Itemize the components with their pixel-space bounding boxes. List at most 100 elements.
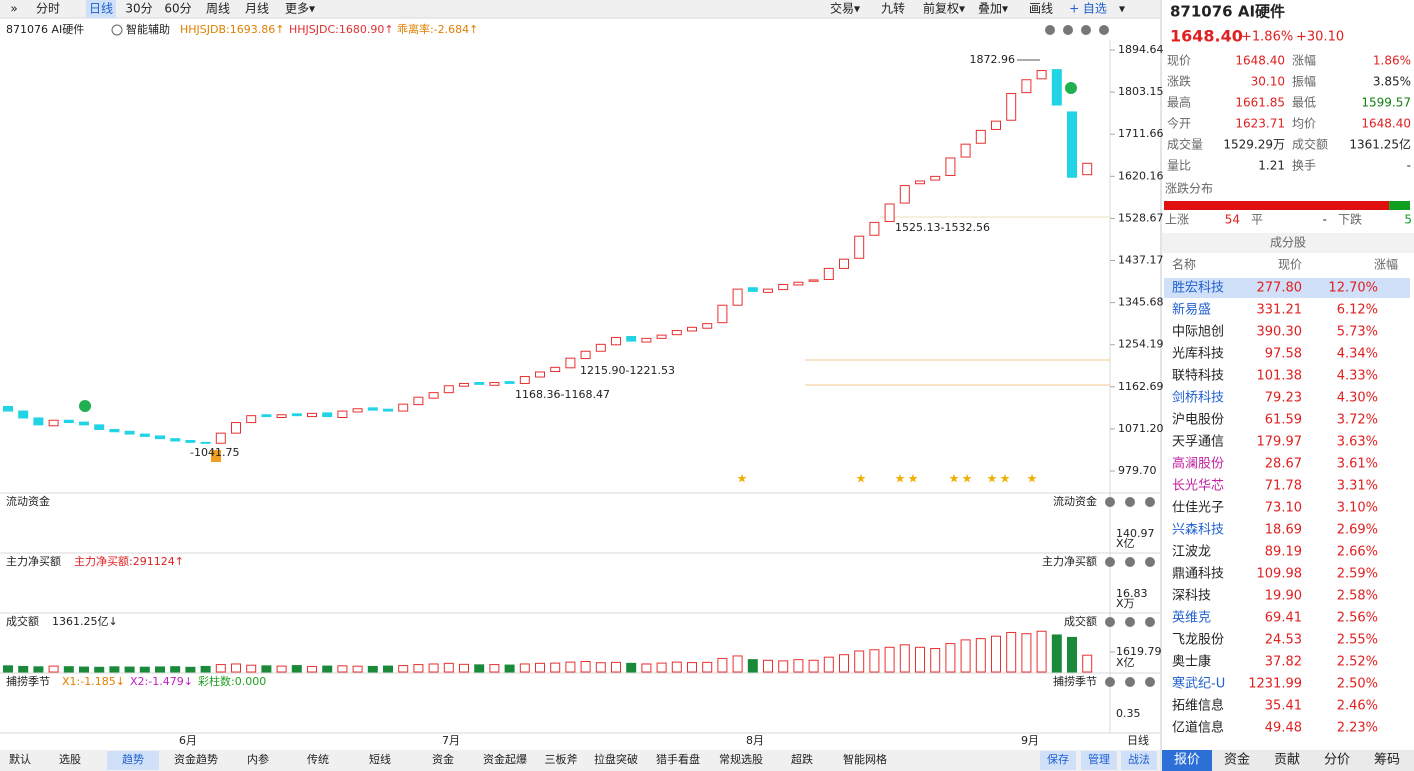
- toolbar-button[interactable]: 交易▾: [830, 1, 860, 16]
- panel-tab[interactable]: 分价: [1324, 753, 1350, 768]
- chart-control[interactable]: [1081, 25, 1091, 35]
- bottom-tab[interactable]: 战法: [1128, 752, 1150, 766]
- stock-name[interactable]: 兴森科技: [1172, 523, 1224, 538]
- bottom-tab[interactable]: 内参: [247, 752, 269, 766]
- panel-control[interactable]: [1145, 497, 1155, 507]
- stock-name[interactable]: 亿道信息: [1172, 720, 1224, 736]
- stock-name[interactable]: 中际旭创: [1172, 325, 1224, 340]
- toolbar-button[interactable]: 周线: [206, 2, 230, 16]
- candle: [930, 175, 941, 181]
- bottom-tab[interactable]: 保存: [1047, 752, 1069, 766]
- chart-control[interactable]: [1099, 25, 1109, 35]
- chart-control[interactable]: [1045, 25, 1055, 35]
- stock-name[interactable]: 联特科技: [1172, 369, 1224, 384]
- stock-name[interactable]: 寒武纪-U: [1172, 676, 1225, 692]
- star: ★: [1000, 472, 1011, 486]
- bottom-tab[interactable]: 趋势: [122, 753, 144, 766]
- candle: [839, 258, 849, 269]
- candle: [671, 330, 682, 336]
- bottom-tab[interactable]: 短线: [369, 752, 391, 766]
- panel-tab[interactable]: 贡献: [1274, 753, 1300, 768]
- bottom-tab[interactable]: 三板斧: [545, 752, 578, 766]
- bottom-tab[interactable]: 管理: [1088, 752, 1110, 766]
- stock-name[interactable]: 飞龙股份: [1172, 633, 1224, 648]
- bottom-tab[interactable]: 选股: [59, 753, 81, 766]
- panel-control[interactable]: [1125, 557, 1135, 567]
- toolbar-button[interactable]: 前复权▾: [923, 1, 965, 16]
- panel-control[interactable]: [1145, 557, 1155, 567]
- panel-control[interactable]: [1145, 677, 1155, 687]
- stock-name[interactable]: 鼎通科技: [1172, 567, 1224, 582]
- stock-name[interactable]: 长光华芯: [1172, 479, 1224, 494]
- tab-button: [1121, 751, 1157, 770]
- annotation: 1215.90-1221.53: [580, 364, 675, 377]
- toolbar-button[interactable]: 画线: [1029, 2, 1053, 16]
- panel-control[interactable]: [1105, 617, 1115, 627]
- toolbar-button[interactable]: 叠加▾: [978, 2, 1008, 16]
- stock-name[interactable]: 沪电股份: [1172, 412, 1224, 428]
- chart-control[interactable]: [1063, 25, 1073, 35]
- bottom-tab[interactable]: 资金趋势: [174, 752, 218, 766]
- assist[interactable]: 智能辅助: [126, 22, 170, 36]
- panel-control[interactable]: [1125, 497, 1135, 507]
- toolbar-button[interactable]: 九转: [881, 1, 905, 16]
- stock-name[interactable]: 天孚通信: [1172, 435, 1224, 450]
- quote-value: 1661.85: [1235, 96, 1285, 110]
- bottom-tab[interactable]: 拉盘突破: [594, 752, 638, 766]
- stock-name[interactable]: 拓维信息: [1172, 698, 1224, 714]
- star: ★: [856, 472, 867, 486]
- x-label: 9月: [1021, 734, 1039, 747]
- toolbar-button[interactable]: ▾: [1119, 2, 1125, 16]
- bottom-tab[interactable]: 智能网格: [843, 752, 887, 766]
- bottom-tab[interactable]: 超跌: [791, 752, 813, 766]
- panel-control[interactable]: [1105, 677, 1115, 687]
- panel-tab[interactable]: 报价: [1174, 753, 1200, 768]
- stock-price: 277.80: [1257, 281, 1303, 296]
- bottom-tab[interactable]: 传统: [307, 753, 329, 766]
- stock-name[interactable]: 深科技: [1172, 589, 1211, 604]
- stock-name[interactable]: 新易盛: [1172, 302, 1211, 318]
- bottom-tab[interactable]: 猎手看盘: [656, 752, 700, 766]
- toolbar-button[interactable]: 60分: [164, 2, 191, 16]
- bottom-tab[interactable]: 资金: [432, 752, 454, 766]
- stock-name[interactable]: 高澜股份: [1172, 456, 1224, 472]
- quote-label: 换手: [1292, 159, 1316, 173]
- bottom-tab[interactable]: 资金起爆: [483, 752, 527, 766]
- volume-bar: [428, 663, 439, 673]
- panel-control[interactable]: [1125, 677, 1135, 687]
- stock-name[interactable]: 剑桥科技: [1172, 390, 1224, 406]
- panel-tick: 16.83: [1116, 587, 1148, 600]
- toolbar-button[interactable]: »: [10, 2, 17, 16]
- toolbar-button[interactable]: + 自选: [1069, 2, 1107, 16]
- panel-control[interactable]: [1105, 497, 1115, 507]
- stock-name[interactable]: 胜宏科技: [1172, 281, 1224, 296]
- bottom-tab[interactable]: 默认: [9, 753, 31, 766]
- stock-price: 61.59: [1265, 413, 1302, 428]
- stock-name[interactable]: 江波龙: [1172, 545, 1211, 560]
- toolbar-button[interactable]: 更多▾: [285, 2, 315, 16]
- volume-bar: [94, 666, 105, 673]
- panel-control[interactable]: [1145, 617, 1155, 627]
- candle: [322, 412, 333, 418]
- stock-price: 19.90: [1265, 589, 1302, 604]
- y-tick-label: 1345.68: [1118, 296, 1164, 309]
- panel-control[interactable]: [1105, 557, 1115, 567]
- bottom-tab[interactable]: 常规选股: [719, 752, 763, 766]
- toolbar-button[interactable]: 日线: [89, 2, 113, 16]
- quote-value: -: [1407, 159, 1411, 173]
- toolbar-button[interactable]: 月线: [245, 2, 269, 16]
- stock-name[interactable]: 英维克: [1172, 611, 1211, 626]
- panel-tab[interactable]: 筹码: [1374, 752, 1400, 768]
- panel-tab[interactable]: 资金: [1224, 752, 1250, 768]
- toolbar-button[interactable]: 30分: [125, 2, 152, 16]
- stock-price: 331.21: [1257, 303, 1303, 318]
- quote-value: 1361.25亿: [1349, 137, 1411, 152]
- volume-bar: [231, 663, 241, 673]
- panel-control[interactable]: [1125, 617, 1135, 627]
- stock-name[interactable]: 光库科技: [1172, 346, 1224, 362]
- stock-name[interactable]: 仕佳光子: [1172, 501, 1224, 516]
- toolbar-button[interactable]: 分时: [36, 2, 60, 16]
- stock-price: 71.78: [1265, 479, 1302, 494]
- stock-name[interactable]: 奥士康: [1172, 654, 1211, 670]
